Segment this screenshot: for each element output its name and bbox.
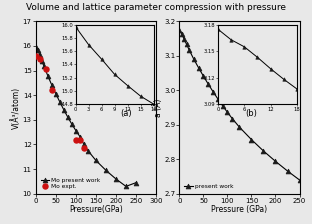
present work — [250, 138, 253, 141]
present work — [192, 58, 196, 60]
Mo present work — [86, 149, 90, 152]
Mo present work — [42, 65, 46, 67]
Mo present work — [34, 45, 38, 48]
present work — [211, 90, 215, 93]
Mo present work — [38, 54, 42, 57]
Mo expt. — [81, 146, 86, 150]
Legend: present work: present work — [182, 182, 235, 191]
Y-axis label: a (Å): a (Å) — [153, 98, 163, 117]
Mo present work — [70, 123, 74, 126]
Mo expt. — [49, 88, 54, 92]
Mo present work — [104, 169, 108, 172]
present work — [197, 67, 201, 69]
present work — [182, 38, 186, 41]
present work — [216, 98, 220, 100]
Mo present work — [114, 178, 118, 180]
present work — [230, 117, 234, 120]
present work — [185, 43, 188, 46]
Mo present work — [66, 116, 70, 119]
Mo present work — [78, 135, 82, 138]
present work — [187, 48, 191, 51]
Mo present work — [36, 49, 40, 51]
Mo present work — [50, 84, 54, 87]
Line: present work: present work — [177, 28, 302, 182]
X-axis label: Pressure(GPa): Pressure(GPa) — [69, 205, 123, 214]
X-axis label: Pressure (GPa): Pressure (GPa) — [212, 205, 267, 214]
Y-axis label: V(Å³/atom): V(Å³/atom) — [12, 86, 21, 129]
Mo present work — [46, 75, 50, 77]
present work — [274, 160, 277, 163]
Line: Mo present work: Mo present work — [33, 44, 139, 189]
Mo expt. — [43, 67, 48, 71]
Mo expt. — [37, 57, 42, 60]
Text: (b): (b) — [246, 109, 257, 118]
Legend: Mo present work, Mo expt.: Mo present work, Mo expt. — [39, 176, 102, 191]
present work — [206, 83, 210, 85]
Text: Volume and lattice parameter compression with pressure: Volume and lattice parameter compression… — [26, 3, 286, 12]
Mo present work — [74, 129, 78, 132]
Mo expt. — [73, 138, 78, 142]
Text: (a): (a) — [120, 109, 132, 118]
present work — [221, 104, 225, 107]
Mo present work — [82, 143, 86, 146]
present work — [202, 75, 205, 78]
present work — [180, 33, 184, 35]
present work — [298, 179, 301, 181]
present work — [285, 170, 289, 172]
present work — [261, 150, 265, 152]
present work — [178, 29, 181, 31]
Mo present work — [58, 101, 62, 103]
Mo present work — [54, 93, 58, 95]
Mo present work — [124, 185, 128, 188]
Mo present work — [94, 159, 98, 162]
Mo present work — [40, 59, 44, 62]
Mo expt. — [77, 138, 82, 142]
Mo present work — [134, 181, 138, 184]
present work — [226, 111, 229, 114]
present work — [238, 126, 241, 129]
Mo present work — [62, 109, 66, 111]
Mo expt. — [33, 54, 38, 58]
